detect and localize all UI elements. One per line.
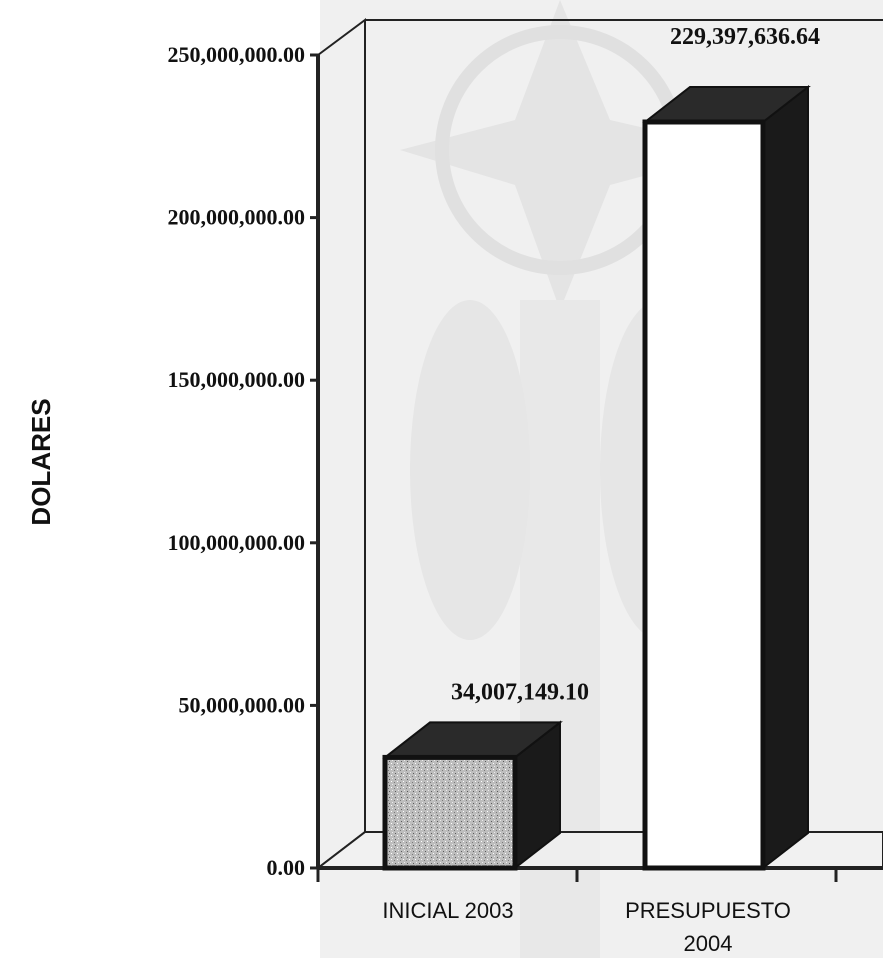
y-tick-label: 150,000,000.00 xyxy=(168,367,306,392)
data-label: 34,007,149.10 xyxy=(451,679,589,705)
y-axis-label: DOLARES xyxy=(26,398,56,525)
y-tick-label: 250,000,000.00 xyxy=(168,42,306,67)
bar-side-face xyxy=(762,84,809,871)
x-tick-label: PRESUPUESTO xyxy=(625,898,791,923)
bar-front-face xyxy=(382,754,518,871)
y-tick-label: 100,000,000.00 xyxy=(168,530,306,555)
x-axis-labels: INICIAL 2003 PRESUPUESTO 2004 xyxy=(382,898,791,956)
y-tick-label: 200,000,000.00 xyxy=(168,205,306,230)
bars xyxy=(382,84,811,871)
bar-front-face xyxy=(642,119,766,871)
bar-2 xyxy=(642,84,811,871)
data-label: 229,397,636.64 xyxy=(670,24,820,50)
bar-1 xyxy=(382,720,563,871)
y-tick-label: 0.00 xyxy=(267,855,306,880)
y-tick-label: 50,000,000.00 xyxy=(179,692,306,717)
data-labels: 34,007,149.10 229,397,636.64 xyxy=(451,24,820,705)
y-axis-ticks: 0.00 50,000,000.00 100,000,000.00 150,000,0… xyxy=(168,42,838,882)
x-tick-label: 2004 xyxy=(684,931,733,956)
x-tick-label: INICIAL 2003 xyxy=(382,898,513,923)
